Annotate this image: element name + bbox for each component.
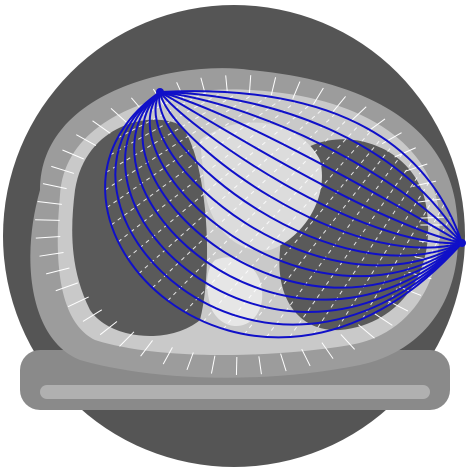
page: (() => { const NS = 'http://www.w3.org/2… bbox=[0, 0, 468, 471]
sink-point bbox=[458, 239, 466, 247]
source-point bbox=[156, 88, 164, 96]
table-edge bbox=[40, 385, 430, 399]
ct-scan bbox=[0, 0, 468, 471]
edge-tick bbox=[35, 220, 60, 221]
